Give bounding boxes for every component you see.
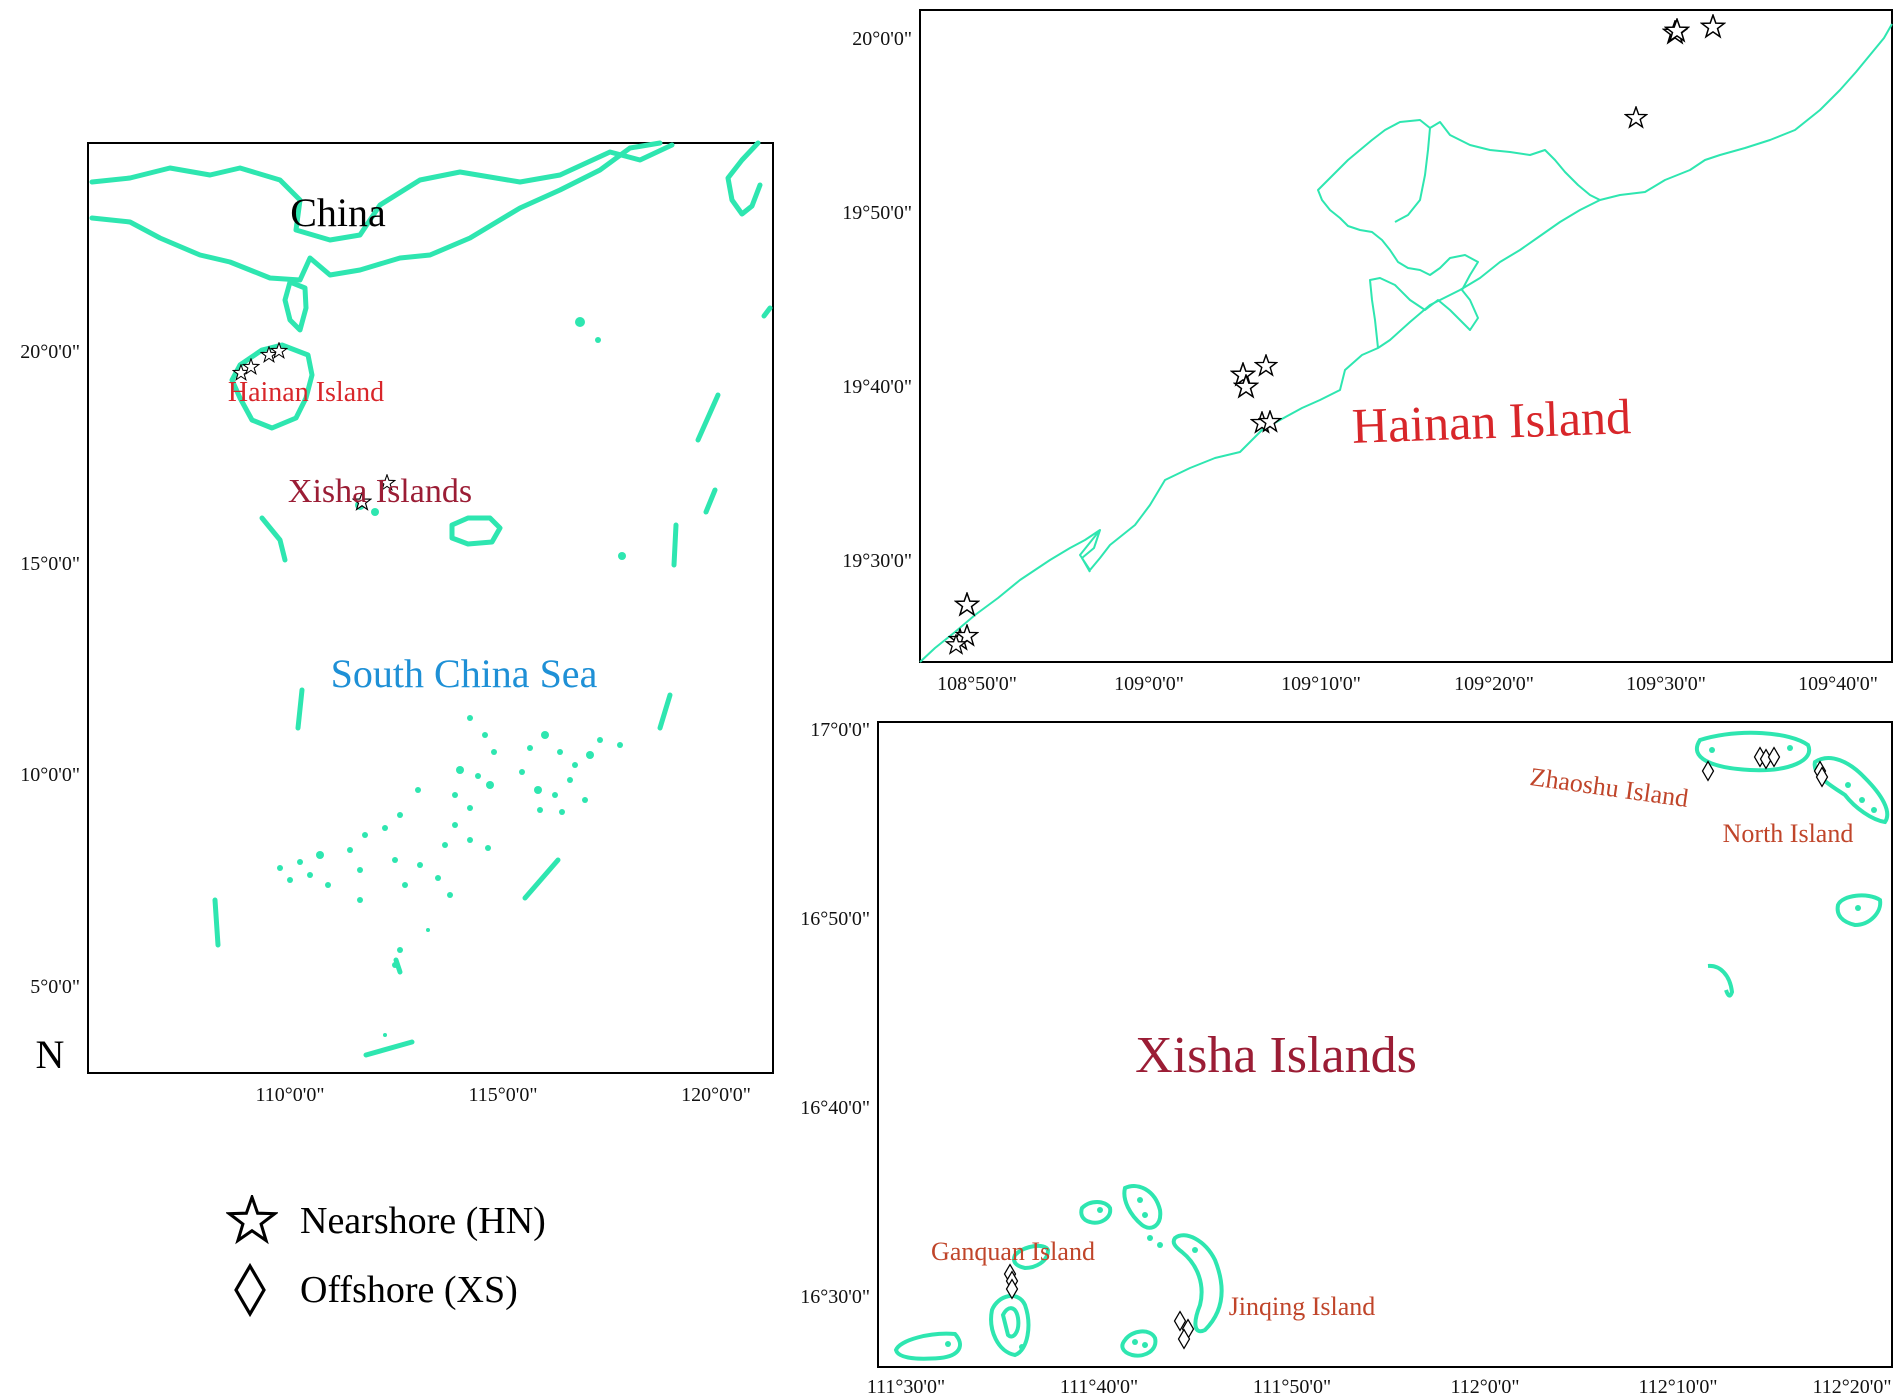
xisha-lat-ticks: 17°0'0" 16°50'0" 16°40'0" 16°30'0" (800, 719, 870, 1308)
overview-coast-fragment (522, 857, 561, 901)
lon-tick: 112°10'0" (1638, 1376, 1717, 1398)
lon-tick: 111°50'0" (1253, 1376, 1331, 1398)
overview-lon-ticks: 110°0'0" 115°0'0" 120°0'0" (255, 1084, 750, 1106)
xisha-lon-ticks: 111°30'0" 111°40'0" 111°50'0" 112°0'0" 1… (867, 1376, 1892, 1398)
diamond-icon (234, 1264, 266, 1316)
lon-tick: 108°50'0" (937, 673, 1017, 695)
reef-ganquan-north (1012, 1243, 1051, 1271)
overview-map: China Hainan Island Xisha Islands South … (20, 140, 774, 1106)
overview-coast-fragment (212, 897, 221, 948)
lat-tick: 16°50'0" (800, 908, 870, 930)
overview-islets (277, 317, 626, 1037)
lat-tick: 16°40'0" (800, 1097, 870, 1119)
ganquan-island-label: Ganquan Island (931, 1237, 1095, 1266)
overview-coast-fragment (657, 692, 673, 731)
lat-tick: 19°30'0" (842, 550, 912, 572)
lon-tick: 120°0'0" (681, 1084, 751, 1106)
overview-leizhou-peninsula (282, 279, 309, 333)
hainan-map: Hainan Island 20°0'0" 19°50'0" 19°40'0" … (842, 9, 1893, 695)
lat-tick: 20°0'0" (20, 341, 80, 363)
overview-hainan-outline (229, 342, 315, 431)
hainan-inlet-outline (1317, 119, 1601, 349)
lon-tick: 109°20'0" (1454, 673, 1534, 695)
hainan-coastline (919, 23, 1893, 663)
lon-tick: 111°30'0" (867, 1376, 945, 1398)
hainan-map-frame (919, 9, 1893, 663)
overview-china-border (89, 142, 675, 243)
overview-vietnam-coast (259, 515, 288, 563)
jinqing-reef (1171, 1233, 1224, 1334)
lon-tick: 112°20'0" (1812, 1376, 1891, 1398)
zhaoshu-reef (1694, 730, 1812, 773)
star-icon (227, 1195, 277, 1243)
xisha-reefs (893, 730, 1890, 1361)
lon-tick: 109°30'0" (1626, 673, 1706, 695)
overview-coast-fragment (695, 392, 721, 443)
overview-lat-ticks: 20°0'0" 15°0'0" 10°0'0" 5°0'0" (20, 341, 80, 998)
north-arrow-label: N (36, 1032, 65, 1077)
hainan-lat-ticks: 20°0'0" 19°50'0" 19°40'0" 19°30'0" (842, 28, 912, 572)
lon-tick: 111°40'0" (1060, 1376, 1138, 1398)
lat-tick: 10°0'0" (20, 764, 80, 786)
lat-tick: 20°0'0" (852, 28, 912, 50)
lat-tick: 17°0'0" (810, 719, 870, 741)
lon-tick: 112°0'0" (1450, 1376, 1519, 1398)
jinqing-island-label: Jinqing Island (1229, 1292, 1376, 1321)
xisha-map: Zhaoshu Island North Island Ganquan Isla… (800, 719, 1893, 1398)
overview-coastlines (89, 140, 773, 1058)
ganquan-inner (1000, 1306, 1021, 1339)
legend-offshore-label: Offshore (XS) (300, 1269, 518, 1311)
lon-tick: 109°10'0" (1281, 673, 1361, 695)
north-island-label: North Island (1723, 819, 1854, 848)
xisha-label-overview: Xisha Islands (288, 473, 472, 510)
lat-tick: 19°40'0" (842, 376, 912, 398)
lon-tick: 109°40'0" (1798, 673, 1878, 695)
south-china-sea-label: South China Sea (331, 651, 598, 696)
east-reef (1835, 893, 1883, 928)
legend-nearshore-label: Nearshore (HN) (300, 1200, 546, 1242)
lat-tick: 15°0'0" (20, 553, 80, 575)
hainan-coast-notch (1081, 529, 1101, 573)
lat-tick: 19°50'0" (842, 202, 912, 224)
hainan-lon-ticks: 108°50'0" 109°0'0" 109°10'0" 109°20'0" 1… (937, 673, 1878, 695)
reef-sw (893, 1331, 962, 1361)
overview-south-china-coast (89, 140, 663, 283)
lat-tick: 16°30'0" (800, 1286, 870, 1308)
xisha-map-title: Xisha Islands (1135, 1027, 1417, 1084)
lon-tick: 110°0'0" (255, 1084, 324, 1106)
china-label: China (290, 190, 386, 235)
lon-tick: 115°0'0" (468, 1084, 537, 1106)
overview-taiwan-coast (725, 140, 763, 217)
hainan-label-overview: Hainan Island (228, 377, 384, 408)
reef-south (1120, 1329, 1158, 1358)
overview-coast-fragment (393, 957, 403, 975)
hainan-map-title: Hainan Island (1351, 388, 1632, 454)
small-reef (1707, 963, 1735, 998)
overview-map-frame (87, 142, 774, 1074)
overview-coast-fragment (703, 487, 718, 515)
reef-north-b (1122, 1184, 1163, 1230)
overview-coast-fragment (671, 522, 679, 568)
overview-vietnam-coast (295, 687, 305, 731)
overview-coast-fragment (363, 1039, 415, 1058)
overview-reef (449, 515, 503, 547)
north-reef (1812, 756, 1890, 825)
hainan-coast-detail (1394, 127, 1431, 223)
ganquan-reef (989, 1294, 1031, 1358)
reef-north-a (1079, 1200, 1113, 1225)
lat-tick: 5°0'0" (30, 976, 80, 998)
lon-tick: 109°0'0" (1114, 673, 1184, 695)
overview-coast-fragment (761, 305, 773, 319)
legend: Nearshore (HN) Offshore (XS) (227, 1195, 546, 1316)
